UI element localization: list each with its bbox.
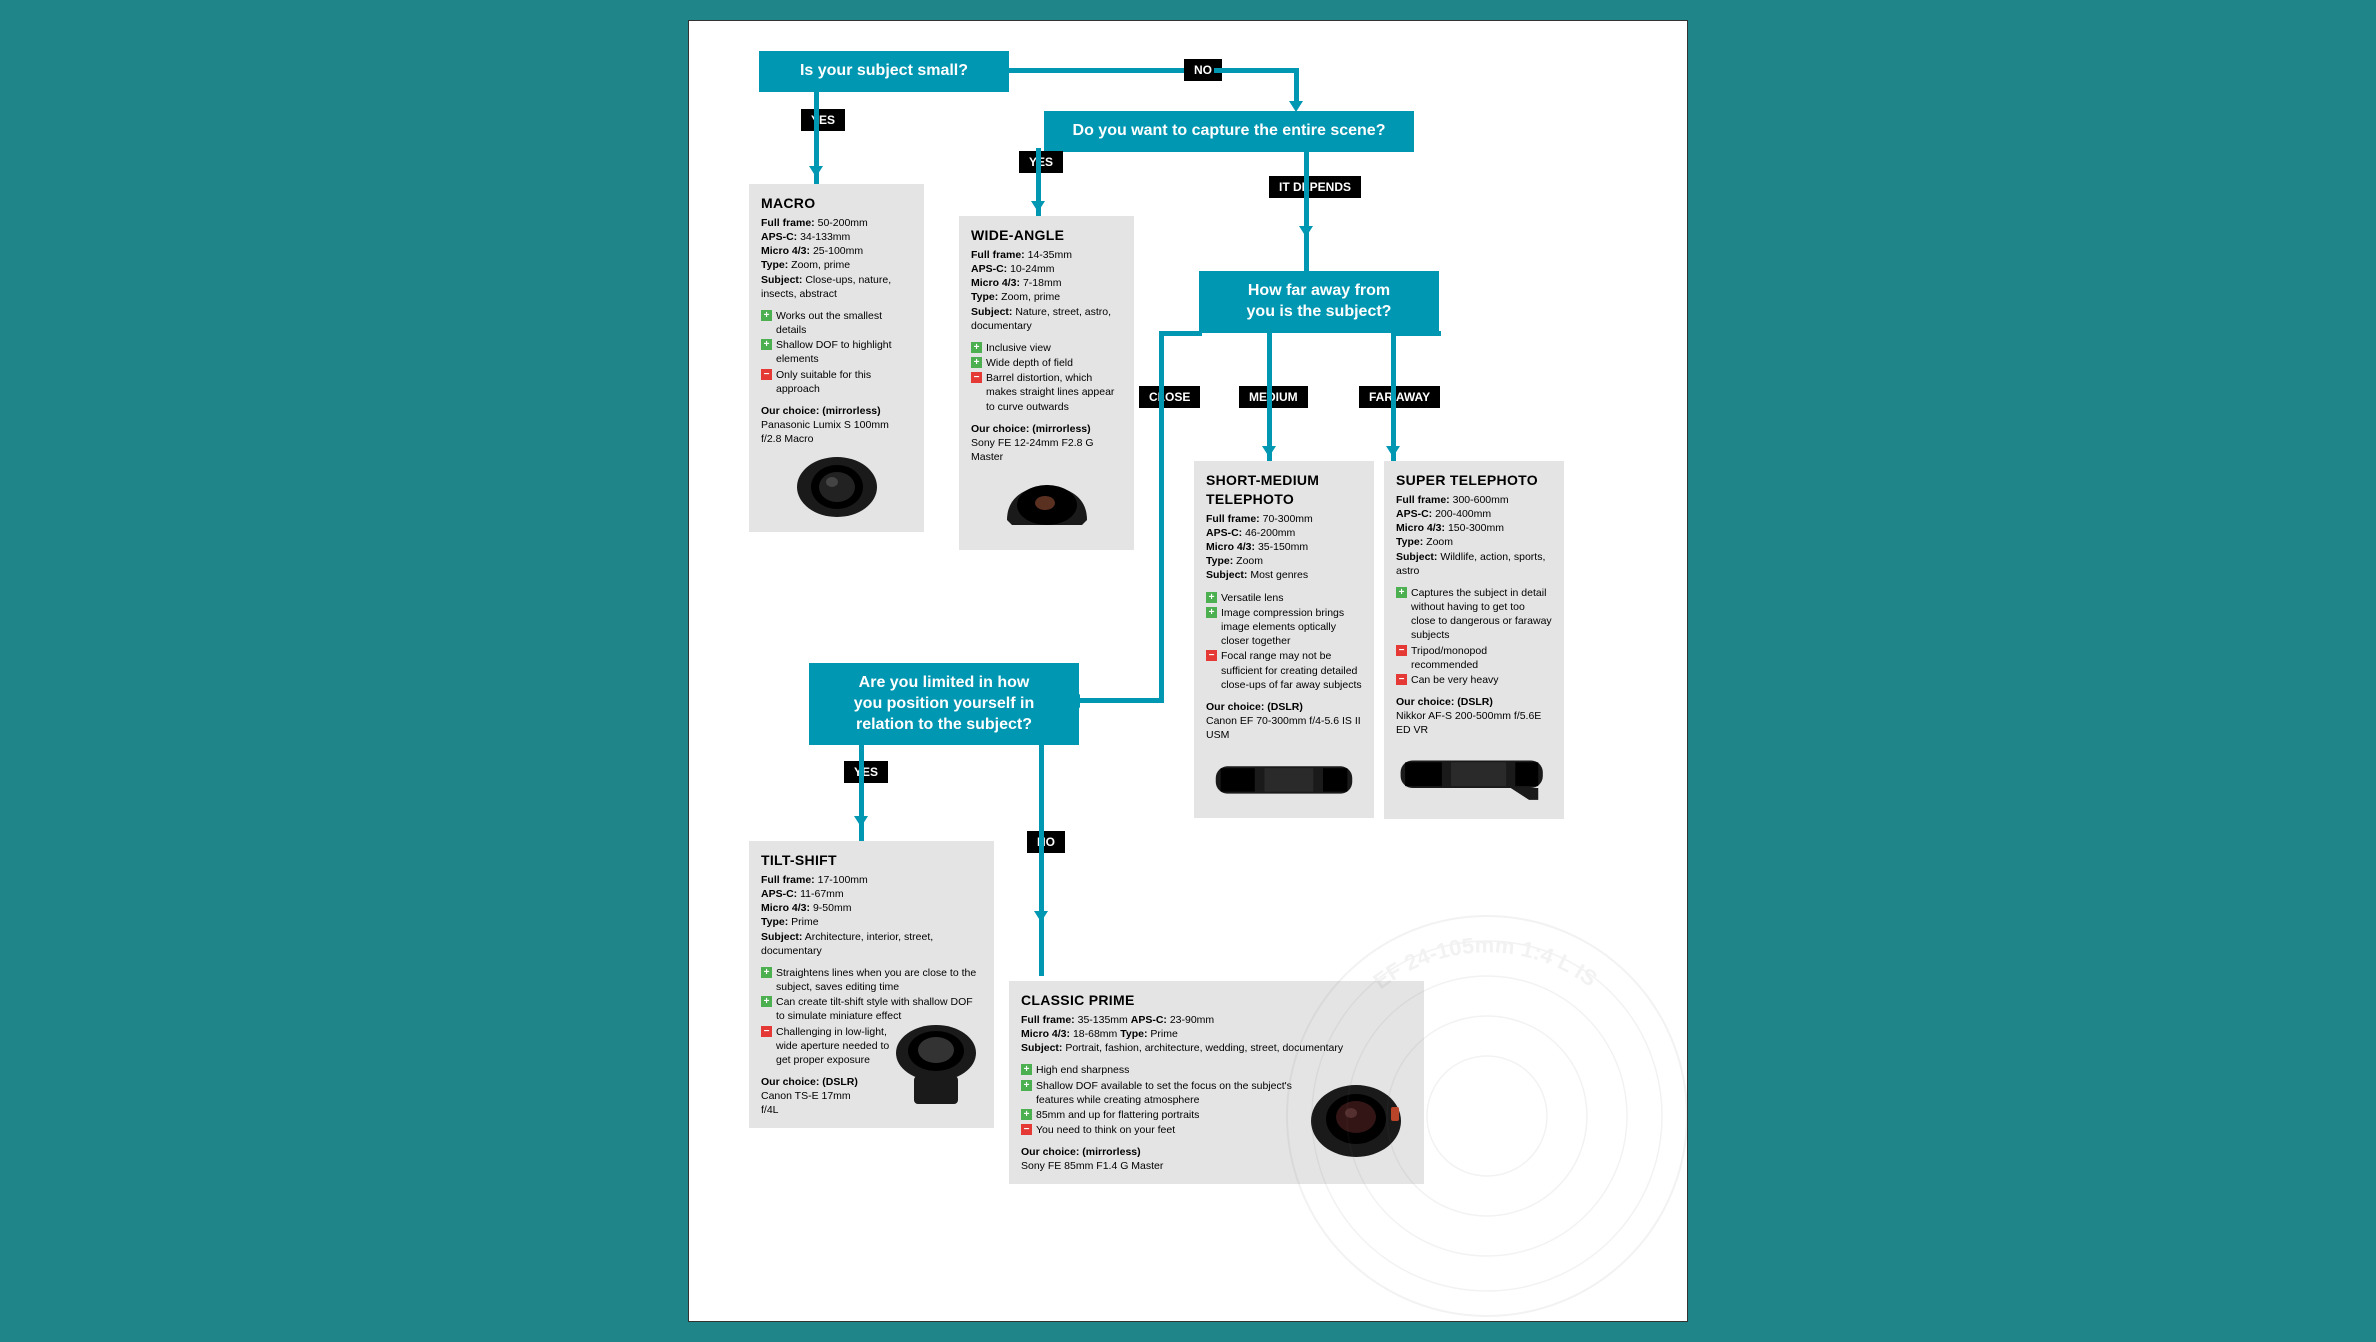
card-super-telephoto: SUPER TELEPHOTO Full frame: 300-600mm AP…: [1384, 461, 1564, 819]
arrow-head: [1262, 446, 1276, 457]
answer-no: NO: [1027, 831, 1065, 853]
card-tilt-shift: TILT-SHIFT Full frame: 17-100mm APS-C: 1…: [749, 841, 994, 1128]
arrow-head: [1299, 226, 1313, 237]
arrow: [1079, 698, 1164, 703]
answer-close: CLOSE: [1139, 386, 1200, 408]
answer-yes: YES: [801, 109, 845, 131]
question-text: Do you want to capture the entire scene?: [1073, 122, 1386, 139]
answer-yes: YES: [844, 761, 888, 783]
answer-it-depends: IT DEPENDS: [1269, 176, 1361, 198]
lens-image: [761, 452, 912, 522]
arrow-head: [1069, 694, 1080, 708]
card-wide-angle: WIDE-ANGLE Full frame: 14-35mm APS-C: 10…: [959, 216, 1134, 550]
arrow: [1294, 68, 1299, 103]
answer-medium: MEDIUM: [1239, 386, 1308, 408]
infographic-page: Is your subject small? Do you want to ca…: [688, 20, 1688, 1322]
lens-image: [1299, 1079, 1414, 1169]
card-short-medium-telephoto: SHORT-MEDIUM TELEPHOTO Full frame: 70-30…: [1194, 461, 1374, 818]
arrow: [1214, 68, 1299, 73]
lens-image: [889, 1018, 984, 1118]
flowchart-canvas: Is your subject small? Do you want to ca…: [719, 51, 1657, 1291]
lens-image: [971, 470, 1122, 540]
card-title: WIDE-ANGLE: [971, 226, 1122, 245]
card-classic-prime: CLASSIC PRIME Full frame: 35-135mm APS-C…: [1009, 981, 1424, 1184]
arrow: [1009, 68, 1184, 73]
answer-far-away: FAR AWAY: [1359, 386, 1440, 408]
arrow-head: [854, 816, 868, 827]
card-title: SUPER TELEPHOTO: [1396, 471, 1552, 490]
question-line: you position yourself in: [854, 695, 1034, 712]
arrow: [1304, 151, 1309, 271]
question-position-limited: Are you limited in how you position your…: [809, 663, 1079, 745]
arrow: [1039, 741, 1044, 976]
card-macro: MACRO Full frame: 50-200mm APS-C: 34-133…: [749, 184, 924, 532]
arrow: [1391, 331, 1441, 336]
arrow: [1159, 331, 1164, 701]
arrow-head: [1031, 201, 1045, 212]
arrow: [1159, 331, 1202, 336]
question-line: Are you limited in how: [859, 674, 1030, 691]
arrow-head: [1034, 911, 1048, 922]
arrow-head: [1289, 101, 1303, 112]
card-title: MACRO: [761, 194, 912, 213]
question-line: relation to the subject?: [856, 716, 1032, 733]
card-title: TILT-SHIFT: [761, 851, 982, 870]
card-title: SHORT-MEDIUM TELEPHOTO: [1206, 471, 1362, 509]
card-title: CLASSIC PRIME: [1021, 991, 1412, 1010]
question-subject-small: Is your subject small?: [759, 51, 1009, 92]
question-entire-scene: Do you want to capture the entire scene?: [1044, 111, 1414, 152]
question-line: How far away from: [1248, 282, 1390, 299]
lens-image: [1396, 744, 1552, 809]
question-how-far: How far away from you is the subject?: [1199, 271, 1439, 333]
lens-image: [1206, 748, 1362, 808]
answer-yes: YES: [1019, 151, 1063, 173]
arrow-head: [1386, 446, 1400, 457]
question-text: Is your subject small?: [800, 62, 968, 79]
question-line: you is the subject?: [1247, 303, 1392, 320]
arrow-head: [809, 166, 823, 177]
